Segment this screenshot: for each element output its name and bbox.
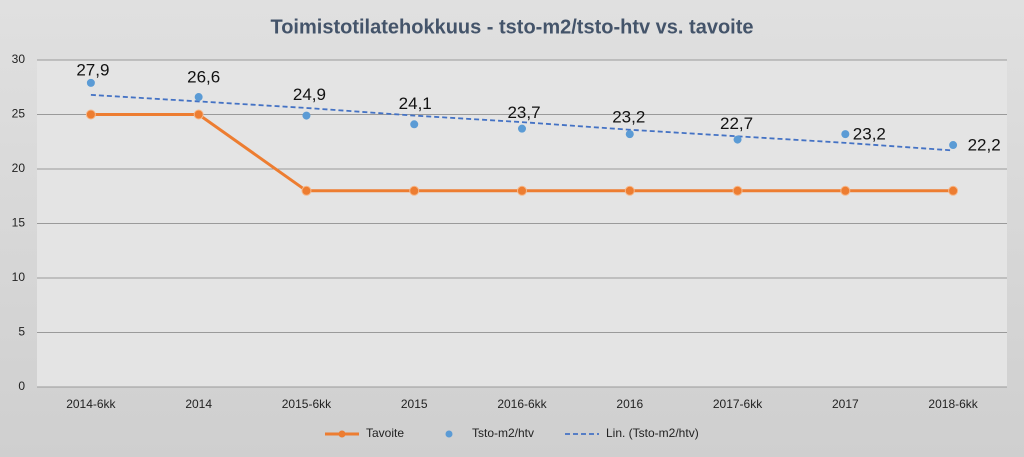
data-label: 23,2 <box>853 125 886 144</box>
x-tick-label: 2014-6kk <box>66 397 116 411</box>
legend-label: Tavoite <box>366 426 404 440</box>
series-marker <box>410 120 419 129</box>
data-label: 22,7 <box>720 114 753 133</box>
data-label: 22,2 <box>968 136 1001 155</box>
data-label: 27,9 <box>76 60 109 79</box>
data-label: 24,1 <box>399 94 432 113</box>
chart-title: Toimistotilatehokkuus - tsto-m2/tsto-htv… <box>270 16 753 38</box>
legend-swatch-marker <box>338 430 346 438</box>
series-marker <box>733 135 742 144</box>
y-tick-label: 20 <box>12 161 26 175</box>
series-marker <box>840 185 851 196</box>
x-tick-label: 2016 <box>616 397 643 411</box>
series-marker <box>193 109 204 120</box>
x-tick-label: 2017 <box>832 397 859 411</box>
x-tick-label: 2015 <box>401 397 428 411</box>
x-tick-label: 2015-6kk <box>282 397 332 411</box>
series-marker <box>732 185 743 196</box>
series-marker <box>517 185 527 196</box>
series-marker <box>624 185 635 196</box>
y-tick-label: 5 <box>18 325 25 339</box>
data-label: 26,6 <box>187 68 220 87</box>
data-label: 23,7 <box>507 103 540 122</box>
y-tick-label: 25 <box>12 107 26 121</box>
x-tick-label: 2014 <box>185 397 212 411</box>
x-tick-label: 2017-6kk <box>713 397 763 411</box>
series-marker <box>301 185 312 196</box>
x-tick-label: 2016-6kk <box>497 397 547 411</box>
series-marker <box>194 93 203 102</box>
series-marker <box>841 130 850 139</box>
series-marker <box>409 185 420 196</box>
y-tick-label: 10 <box>12 270 26 284</box>
series-marker <box>85 109 96 120</box>
series-marker <box>948 185 959 196</box>
y-tick-label: 15 <box>12 216 26 230</box>
data-label: 23,2 <box>612 108 645 127</box>
series-marker <box>86 78 95 87</box>
legend-swatch <box>445 430 453 438</box>
series-marker <box>949 141 958 150</box>
y-tick-label: 30 <box>12 52 26 66</box>
series-marker <box>518 124 526 133</box>
x-tick-label: 2018-6kk <box>928 397 978 411</box>
data-label: 24,9 <box>293 85 326 104</box>
y-tick-label: 0 <box>18 379 25 393</box>
series-marker <box>302 111 311 120</box>
series-marker <box>625 130 634 139</box>
legend-label: Lin. (Tsto-m2/htv) <box>606 426 699 440</box>
legend-label: Tsto-m2/htv <box>472 426 534 440</box>
